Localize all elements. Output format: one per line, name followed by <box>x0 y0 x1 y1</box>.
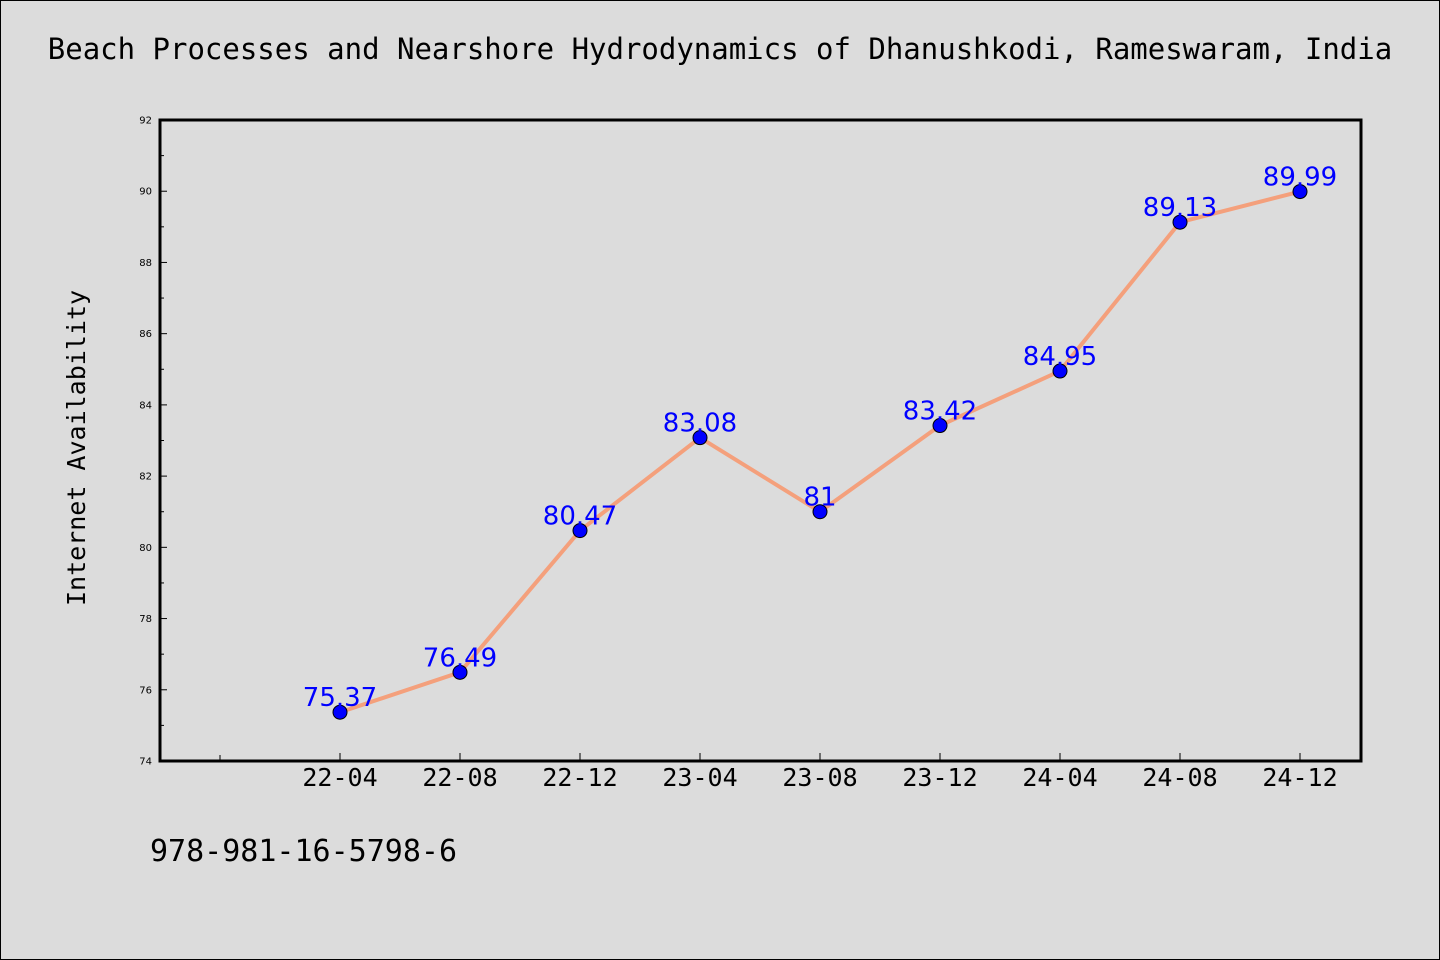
x-tick-label: 24-08 <box>1142 763 1217 792</box>
plot-area-border <box>158 118 1363 763</box>
data-label: 89.13 <box>1143 193 1217 223</box>
data-point <box>332 704 348 720</box>
x-axis: 22-04 22-08 22-12 23-04 23-08 23-12 24-04 24-08… <box>219 753 1338 792</box>
data-point <box>1052 363 1068 379</box>
x-tick-label: 24-12 <box>1262 763 1337 792</box>
data-point <box>1172 214 1188 230</box>
data-point <box>812 504 828 520</box>
data-point <box>572 523 588 539</box>
data-point <box>692 430 708 446</box>
y-tick-label: 90 <box>139 187 152 198</box>
y-tick-label: 86 <box>139 329 152 340</box>
data-label: 89.99 <box>1263 163 1337 193</box>
y-tick-label: 74 <box>139 757 152 768</box>
series-markers <box>332 184 1308 720</box>
x-tick-label: 23-08 <box>782 763 857 792</box>
y-tick-label: 84 <box>139 400 152 411</box>
data-label: 84.95 <box>1023 342 1097 372</box>
isbn-footer: 978-981-16-5798-6 <box>150 834 458 869</box>
y-tick-label: 76 <box>139 685 152 696</box>
x-tick-label: 22-12 <box>542 763 617 792</box>
data-label: 76.49 <box>423 643 497 673</box>
data-labels: 75.37 76.49 80.47 83.08 81 83.42 84.95 89.13 89.… <box>303 163 1337 714</box>
data-label: 75.37 <box>303 683 377 713</box>
y-axis-label: Internet Availability <box>62 290 91 606</box>
data-label: 80.47 <box>543 502 617 532</box>
y-tick-label: 78 <box>139 614 152 625</box>
data-point <box>452 664 468 680</box>
series-line <box>339 189 1301 715</box>
x-tick-label: 23-04 <box>662 763 737 792</box>
x-tick-label: 22-08 <box>422 763 497 792</box>
y-tick-label: 92 <box>139 116 152 127</box>
data-label: 83.08 <box>663 409 737 439</box>
x-tick-label: 24-04 <box>1022 763 1097 792</box>
x-tick-label: 23-12 <box>902 763 977 792</box>
data-label: 83.42 <box>903 397 977 427</box>
y-tick-label: 82 <box>139 472 152 483</box>
data-point <box>932 418 948 434</box>
y-tick-label: 88 <box>139 258 152 269</box>
y-tick-label: 80 <box>139 543 152 554</box>
chart-title: Beach Processes and Nearshore Hydrodynam… <box>47 32 1393 66</box>
x-tick-label: 22-04 <box>302 763 377 792</box>
data-point <box>1292 184 1308 200</box>
data-label: 81 <box>803 483 836 513</box>
y-axis: 74 76 78 80 82 84 86 88 90 92 <box>139 116 167 768</box>
